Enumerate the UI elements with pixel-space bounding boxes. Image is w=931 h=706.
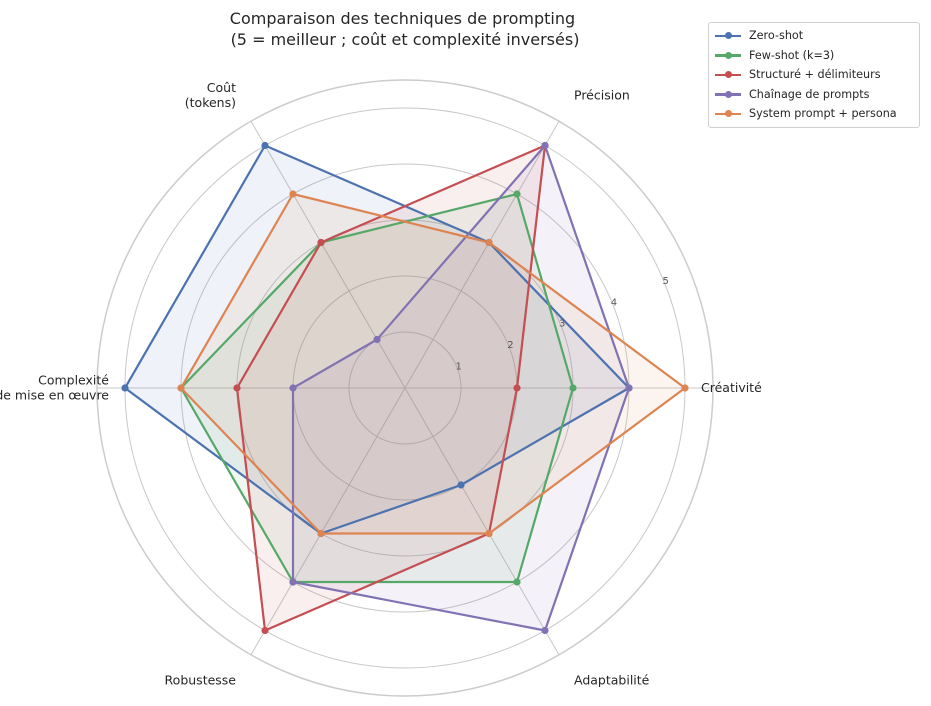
tick-label-1: 1	[456, 362, 462, 373]
series-fill-4	[181, 194, 685, 534]
series-fill-3	[293, 145, 629, 631]
series-2-point-4	[261, 626, 269, 635]
series-4-point-0	[681, 384, 689, 392]
axis-label-2-line-1: (tokens)	[185, 95, 236, 110]
legend-item-2: Structuré + délimiteurs	[709, 65, 919, 85]
series-4-point-4	[317, 529, 325, 538]
tick-label-4: 4	[611, 297, 617, 308]
axis-label-5: Adaptabilité	[574, 673, 650, 688]
legend-item-1: Few-shot (k=3)	[709, 46, 919, 66]
legend-swatch-2	[715, 70, 741, 80]
axis-label-3: Complexité de mise en œuvre	[0, 373, 109, 403]
legend-label-2: Structuré + délimiteurs	[749, 68, 881, 82]
axis-label-1-line-0: Précision	[574, 87, 630, 102]
legend-swatch-1	[715, 50, 741, 60]
series-2-point-2	[317, 238, 325, 247]
legend-swatch-3	[715, 89, 741, 99]
chart-title: Comparaison des techniques de prompting …	[230, 9, 580, 49]
axis-label-3-line-0: Complexité	[38, 373, 109, 388]
legend-label-4: System prompt + persona	[749, 107, 897, 121]
legend-label-3: Chaînage de prompts	[749, 87, 870, 101]
series-1-point-0	[569, 384, 577, 392]
radar-labels: 1 2 3 4 5 Créativité Précision Coût (tokens) Comp…	[0, 80, 762, 688]
series-3-point-5	[541, 626, 549, 635]
series-4-point-5	[485, 529, 493, 538]
axis-label-2-line-0: Coût	[207, 80, 236, 95]
series-3-point-2	[373, 335, 381, 344]
series-fill-1	[181, 194, 573, 582]
legend-item-0: Zero-shot	[709, 26, 919, 46]
axis-label-4: Robustesse	[165, 673, 237, 688]
legend-label-1: Few-shot (k=3)	[749, 48, 835, 62]
radar-series	[121, 141, 689, 635]
series-3-point-1	[541, 141, 549, 150]
series-2-point-3	[233, 384, 241, 392]
tick-label-3: 3	[559, 319, 565, 330]
chart-title-line-2: (5 = meilleur ; coût et complexité inver…	[231, 30, 580, 49]
spoke-2	[250, 121, 406, 389]
axis-label-3-line-1: de mise en œuvre	[0, 388, 109, 403]
spoke-1	[404, 121, 560, 389]
series-fill-2	[237, 145, 545, 631]
legend-swatch-4	[715, 109, 741, 119]
legend-item-3: Chaînage de prompts	[709, 85, 919, 105]
series-0-point-2	[261, 141, 269, 150]
series-0-point-3	[121, 384, 129, 392]
spoke-4	[250, 387, 406, 655]
legend-swatch-0	[715, 31, 741, 41]
series-3-point-4	[289, 578, 297, 586]
axis-label-5-line-0: Adaptabilité	[574, 673, 650, 688]
series-3-point-3	[289, 384, 297, 392]
axis-label-0: Créativité	[701, 380, 762, 395]
series-4-point-3	[177, 384, 185, 392]
axis-label-2: Coût (tokens)	[185, 80, 236, 110]
series-1-point-1	[513, 190, 521, 198]
legend: Zero-shot Few-shot (k=3) Structuré + délim…	[708, 22, 920, 128]
series-4-point-1	[485, 238, 493, 247]
tick-label-2: 2	[507, 340, 513, 351]
legend-item-4: System prompt + persona	[709, 104, 919, 124]
axis-label-0-line-0: Créativité	[701, 380, 762, 395]
legend-label-0: Zero-shot	[749, 29, 804, 43]
series-1-point-5	[513, 578, 521, 586]
series-4-point-2	[289, 190, 297, 198]
tick-label-5: 5	[662, 276, 668, 287]
series-0-point-5	[457, 481, 465, 489]
axis-label-4-line-0: Robustesse	[165, 673, 237, 688]
axis-label-1: Précision	[574, 87, 630, 102]
series-3-point-0	[625, 384, 633, 392]
spoke-5	[404, 387, 560, 655]
chart-title-line-1: Comparaison des techniques de prompting	[230, 9, 575, 28]
series-2-point-0	[513, 384, 521, 392]
